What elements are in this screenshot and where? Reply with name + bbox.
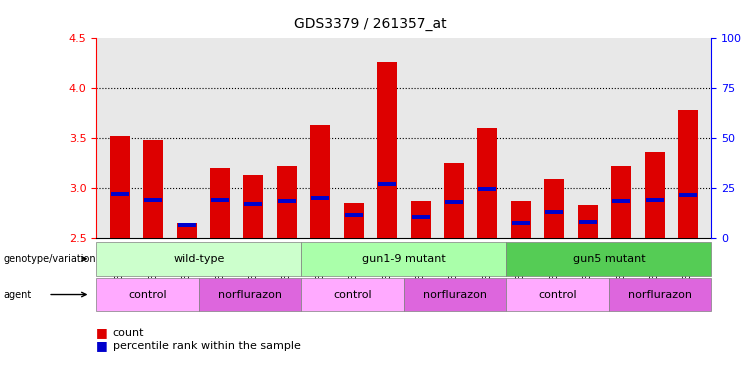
Bar — [344, 203, 364, 238]
Bar — [611, 166, 631, 238]
Text: count: count — [113, 328, 144, 338]
Text: agent: agent — [4, 290, 32, 300]
Bar — [445, 200, 463, 204]
Bar — [210, 168, 230, 238]
Bar — [645, 152, 665, 238]
Bar — [678, 110, 698, 238]
Bar — [411, 215, 430, 219]
Text: norflurazon: norflurazon — [218, 290, 282, 300]
Bar — [310, 125, 330, 238]
Bar — [110, 192, 129, 196]
Bar — [545, 210, 563, 214]
Bar — [311, 196, 329, 200]
Bar — [579, 220, 597, 224]
Text: ■: ■ — [96, 326, 108, 339]
Bar — [277, 166, 297, 238]
Bar — [178, 223, 196, 227]
Text: gun1-9 mutant: gun1-9 mutant — [362, 254, 446, 264]
Bar — [477, 128, 497, 238]
Bar — [278, 199, 296, 204]
Text: norflurazon: norflurazon — [423, 290, 487, 300]
Bar — [378, 182, 396, 186]
Bar — [612, 199, 630, 204]
Text: norflurazon: norflurazon — [628, 290, 692, 300]
Bar — [377, 62, 397, 238]
Text: control: control — [333, 290, 372, 300]
Bar — [144, 198, 162, 202]
Text: ■: ■ — [96, 339, 108, 353]
Text: gun5 mutant: gun5 mutant — [573, 254, 645, 264]
Bar — [645, 198, 663, 202]
Bar — [578, 205, 598, 238]
Bar — [245, 202, 262, 206]
Bar — [176, 223, 196, 238]
Text: percentile rank within the sample: percentile rank within the sample — [113, 341, 301, 351]
Bar — [544, 179, 565, 238]
Bar — [479, 187, 496, 191]
Bar — [143, 140, 163, 238]
Text: genotype/variation: genotype/variation — [4, 254, 96, 264]
Text: control: control — [538, 290, 577, 300]
Bar — [512, 221, 530, 225]
Text: GDS3379 / 261357_at: GDS3379 / 261357_at — [294, 17, 447, 31]
Bar — [211, 198, 229, 202]
Bar — [444, 163, 464, 238]
Bar — [345, 213, 363, 217]
Bar — [679, 193, 697, 197]
Bar — [110, 136, 130, 238]
Text: wild-type: wild-type — [173, 254, 225, 264]
Bar — [243, 175, 264, 238]
Text: control: control — [128, 290, 167, 300]
Bar — [411, 201, 431, 238]
Bar — [511, 201, 531, 238]
